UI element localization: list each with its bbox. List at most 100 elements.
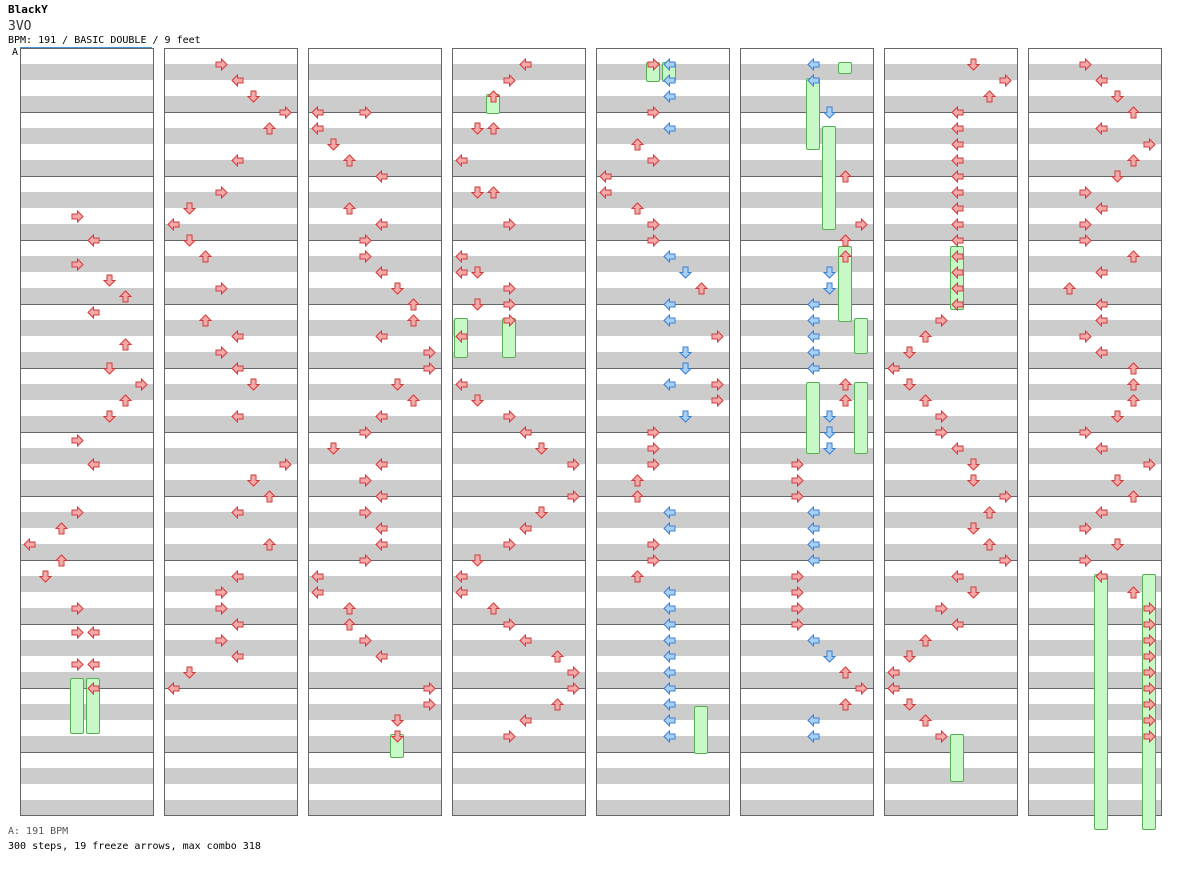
- beat-band: [1029, 192, 1161, 208]
- step-arrow: [1079, 522, 1092, 535]
- step-arrow: [503, 298, 516, 311]
- beat-band: [309, 672, 441, 688]
- measure-line: [165, 752, 297, 753]
- step-arrow: [1111, 170, 1124, 183]
- step-arrow: [343, 602, 356, 615]
- measure-line: [741, 688, 873, 689]
- step-arrow: [807, 362, 820, 375]
- step-arrow: [951, 570, 964, 583]
- step-arrow: [599, 186, 612, 199]
- step-arrow: [215, 634, 228, 647]
- step-arrow: [567, 458, 580, 471]
- measure-line: [885, 240, 1017, 241]
- step-arrow: [1079, 186, 1092, 199]
- measure-line: [1029, 304, 1161, 305]
- beat-band: [165, 736, 297, 752]
- step-arrow: [455, 250, 468, 263]
- step-arrow: [183, 202, 196, 215]
- measure-line: [309, 432, 441, 433]
- beat-band: [165, 672, 297, 688]
- step-arrow: [391, 714, 404, 727]
- step-arrow: [231, 570, 244, 583]
- step-arrow: [839, 234, 852, 247]
- step-arrow: [807, 58, 820, 71]
- measure-line: [21, 496, 153, 497]
- step-arrow: [807, 74, 820, 87]
- measure-line: [165, 815, 297, 816]
- step-arrow: [359, 234, 372, 247]
- step-arrow: [407, 394, 420, 407]
- step-arrow: [231, 650, 244, 663]
- step-arrow: [711, 378, 724, 391]
- step-arrow: [487, 602, 500, 615]
- beat-band: [1029, 352, 1161, 368]
- step-arrow: [375, 170, 388, 183]
- beat-band: [309, 192, 441, 208]
- beat-band: [885, 96, 1017, 112]
- step-arrow: [663, 602, 676, 615]
- step-arrow: [1143, 698, 1156, 711]
- beat-band: [1029, 480, 1161, 496]
- step-arrow: [455, 378, 468, 391]
- beat-band: [309, 160, 441, 176]
- step-arrow: [887, 682, 900, 695]
- beat-band: [597, 672, 729, 688]
- measure-line: [741, 560, 873, 561]
- measure-line: [1029, 176, 1161, 177]
- step-arrow: [647, 554, 660, 567]
- beat-band: [885, 608, 1017, 624]
- step-arrow: [663, 74, 676, 87]
- step-arrow: [791, 474, 804, 487]
- song-artist: 3VO: [8, 19, 32, 34]
- step-arrow: [551, 698, 564, 711]
- step-arrow: [407, 314, 420, 327]
- step-arrow: [679, 346, 692, 359]
- measure-line: [309, 752, 441, 753]
- measure-line: [597, 560, 729, 561]
- beat-band: [309, 544, 441, 560]
- beat-band: [21, 512, 153, 528]
- step-arrow: [1127, 362, 1140, 375]
- beat-band: [597, 224, 729, 240]
- beat-band: [741, 352, 873, 368]
- beat-band: [1029, 224, 1161, 240]
- step-arrow: [535, 506, 548, 519]
- step-arrow: [1079, 554, 1092, 567]
- step-arrow: [967, 586, 980, 599]
- step-arrow: [71, 210, 84, 223]
- step-arrow: [839, 250, 852, 263]
- step-arrow: [311, 570, 324, 583]
- beat-band: [165, 800, 297, 816]
- beat-band: [453, 192, 585, 208]
- measure-line: [21, 176, 153, 177]
- step-arrow: [1127, 106, 1140, 119]
- step-arrow: [647, 458, 660, 471]
- beat-band: [165, 416, 297, 432]
- step-arrow: [663, 714, 676, 727]
- step-arrow: [87, 234, 100, 247]
- measure-line: [309, 624, 441, 625]
- measure-line: [885, 432, 1017, 433]
- step-arrow: [903, 698, 916, 711]
- measure-line: [309, 560, 441, 561]
- measure-line: [741, 48, 873, 49]
- step-arrow: [951, 298, 964, 311]
- measure-line: [597, 112, 729, 113]
- measure-line: [453, 432, 585, 433]
- step-arrow: [935, 410, 948, 423]
- step-arrow: [951, 138, 964, 151]
- measure-line: [885, 815, 1017, 816]
- beat-band: [309, 128, 441, 144]
- beat-band: [597, 512, 729, 528]
- measure-line: [597, 48, 729, 49]
- step-arrow: [631, 202, 644, 215]
- beat-band: [1029, 160, 1161, 176]
- beat-band: [1029, 416, 1161, 432]
- step-arrow: [967, 522, 980, 535]
- step-arrow: [1095, 346, 1108, 359]
- step-arrow: [391, 378, 404, 391]
- step-arrow: [663, 314, 676, 327]
- measure-line: [165, 112, 297, 113]
- step-arrow: [1095, 202, 1108, 215]
- freeze-arrow: [854, 318, 868, 354]
